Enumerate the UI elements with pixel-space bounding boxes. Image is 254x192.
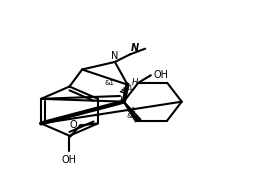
Polygon shape [123,102,140,122]
Text: O: O [69,120,77,130]
Text: N: N [131,43,139,53]
Text: &1: &1 [123,85,133,91]
Text: &1: &1 [126,113,136,119]
Text: &1: &1 [104,80,115,86]
Text: OH: OH [153,70,168,80]
Text: OH: OH [62,155,77,165]
Text: &1: &1 [126,107,136,113]
Text: H: H [131,78,137,87]
Text: N: N [111,51,118,61]
Text: H: H [119,96,125,105]
